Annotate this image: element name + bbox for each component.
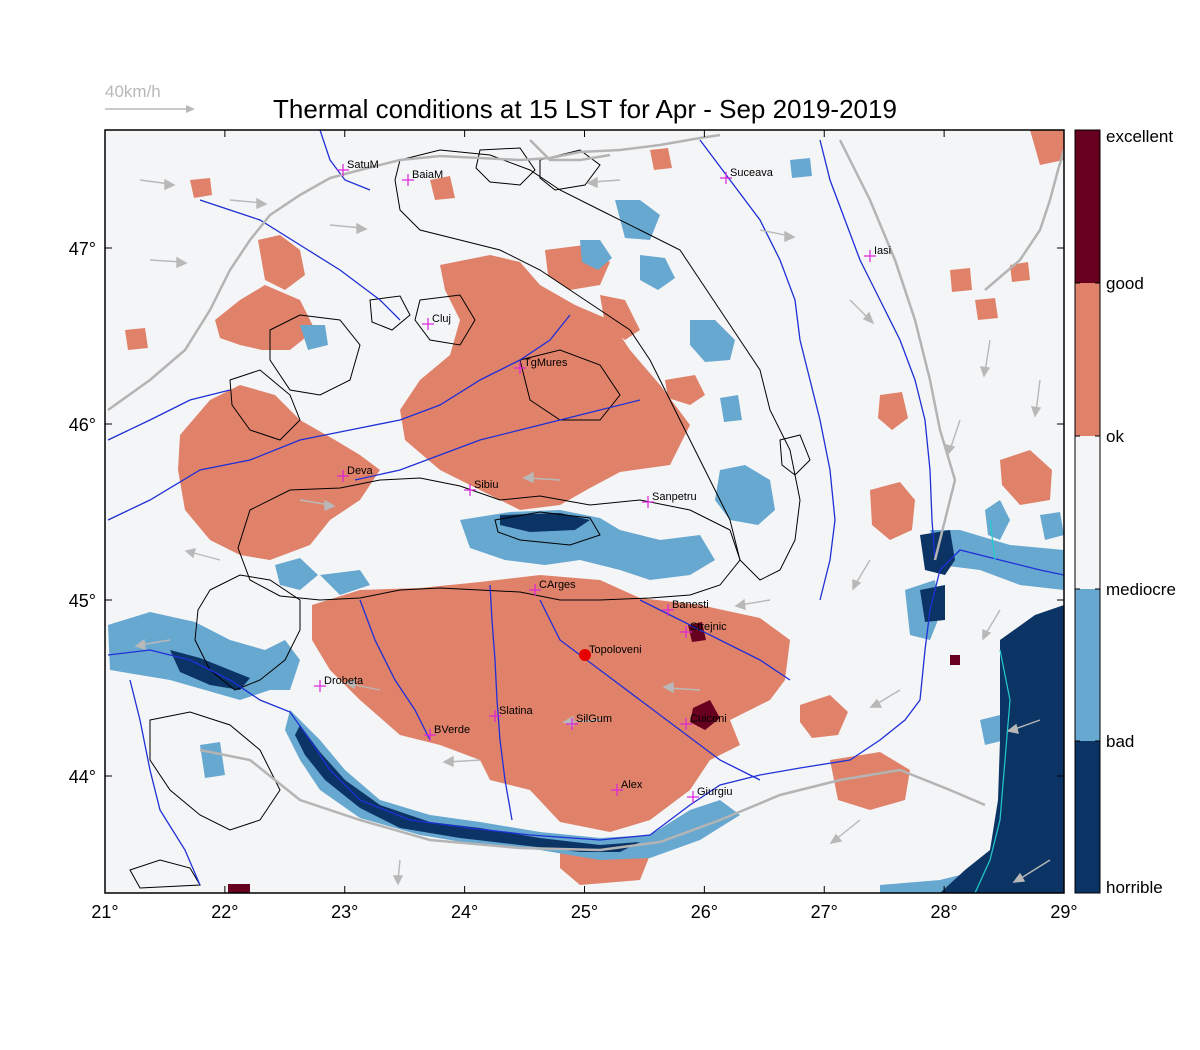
city-label: Banesti [672, 599, 709, 611]
colorbar-frame [1074, 129, 1101, 894]
city-bverde: BVerde [424, 724, 470, 741]
city-giurgiu: Giurgiu [687, 786, 732, 803]
city-label: Deva [347, 465, 374, 477]
city-drobeta: Drobeta [314, 675, 364, 692]
topoloveni-marker [579, 649, 591, 661]
city-silgum: SilGum [566, 713, 612, 730]
wind-scale-arrow [105, 105, 195, 113]
city-label: Giurgiu [697, 786, 732, 798]
legend-label-bad: bad [1106, 732, 1134, 751]
terrain-contours [129, 147, 811, 889]
city-topoloveni: Topoloveni [589, 644, 642, 656]
city-label: BaiaM [412, 169, 443, 181]
city-label: CArges [539, 579, 576, 591]
excellent-regions [228, 622, 960, 893]
x-axis: 21° 22° 23° 24° 25° 26° 27° 28° 29° [91, 130, 1078, 922]
city-label: Suceava [730, 167, 774, 179]
y-axis: 47° 46° 45° 44° [69, 239, 1064, 787]
city-iasi: Iasi [864, 245, 891, 262]
x-tick-label: 27° [811, 902, 838, 922]
city-carges: CArges [529, 579, 576, 596]
city-label: Strejnic [690, 621, 727, 633]
city-label: SilGum [576, 713, 612, 725]
y-tick-label: 44° [69, 767, 96, 787]
x-tick-label: 21° [91, 902, 118, 922]
city-label: Topoloveni [589, 644, 642, 656]
x-tick-label: 28° [931, 902, 958, 922]
city-strejnic: Strejnic [680, 621, 727, 638]
rivers [107, 130, 1064, 886]
x-tick-label: 22° [211, 902, 238, 922]
city-sibiu: Sibiu [464, 479, 498, 496]
city-label: SatuM [347, 159, 379, 171]
city-baiam: BaiaM [402, 169, 443, 186]
city-label: Sibiu [474, 479, 498, 491]
good-regions [125, 130, 1064, 885]
legend-label-ok: ok [1106, 427, 1124, 446]
city-label: Sanpetru [652, 491, 697, 503]
city-label: TgMures [524, 357, 568, 369]
city-cuiceni: Cuiceni [680, 713, 727, 730]
y-tick-label: 46° [69, 415, 96, 435]
city-label: BVerde [434, 724, 470, 736]
x-tick-label: 25° [571, 902, 598, 922]
legend-colorbar: excellent good ok mediocre bad horrible [1074, 127, 1176, 897]
city-markers: SatuM BaiaM Suceava Iasi Cluj TgMures Deva Sibi… [314, 159, 891, 803]
city-label: Cluj [432, 313, 451, 325]
city-cluj: Cluj [422, 313, 451, 330]
city-sanpetru: Sanpetru [642, 491, 697, 508]
city-satum: SatuM [337, 159, 379, 176]
city-banesti: Banesti [662, 599, 709, 616]
city-suceava: Suceava [720, 167, 774, 184]
x-tick-label: 23° [331, 902, 358, 922]
y-tick-label: 47° [69, 239, 96, 259]
city-label: Iasi [874, 245, 891, 257]
colorbar-bad [1075, 589, 1100, 741]
city-slatina: Slatina [489, 705, 534, 722]
y-tick-label: 45° [69, 591, 96, 611]
legend-label-horrible: horrible [1106, 878, 1163, 897]
borders [107, 133, 1064, 852]
colorbar-excellent [1075, 130, 1100, 283]
legend-label-excellent: excellent [1106, 127, 1173, 146]
city-label: Alex [621, 779, 643, 791]
x-tick-label: 26° [691, 902, 718, 922]
map-area [105, 130, 1064, 893]
colorbar-good [1075, 283, 1100, 436]
city-deva: Deva [337, 465, 374, 482]
city-label: Cuiceni [690, 713, 727, 725]
city-tgmures: TgMures [514, 357, 568, 374]
city-label: Slatina [499, 705, 534, 717]
wind-arrows [134, 176, 1051, 886]
map-title: Thermal conditions at 15 LST for Apr - S… [273, 94, 897, 124]
colorbar-horrible [1075, 741, 1100, 893]
wind-scale-label: 40km/h [105, 82, 161, 101]
city-label: Drobeta [324, 675, 364, 687]
legend-label-mediocre: mediocre [1106, 580, 1176, 599]
x-tick-label: 24° [451, 902, 478, 922]
x-tick-label: 29° [1050, 902, 1077, 922]
colorbar-ok [1075, 436, 1100, 589]
legend-label-good: good [1106, 274, 1144, 293]
coastline [974, 519, 1011, 893]
city-alex: Alex [611, 779, 643, 796]
